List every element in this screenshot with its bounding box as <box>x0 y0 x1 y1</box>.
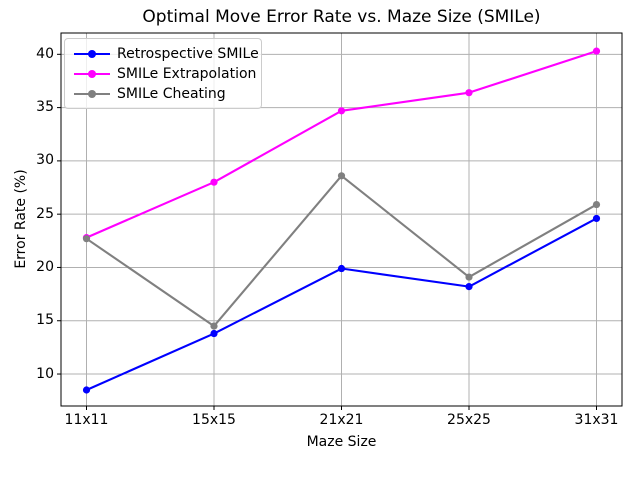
y-tick-label: 30 <box>36 152 54 169</box>
legend-label: Retrospective SMILe <box>117 46 259 62</box>
y-tick-label: 20 <box>36 258 54 275</box>
y-tick-label: 40 <box>36 45 54 62</box>
x-tick-label: 25x25 <box>447 412 491 428</box>
chart-title: Optimal Move Error Rate vs. Maze Size (S… <box>142 7 541 27</box>
x-tick-label: 15x15 <box>192 412 236 428</box>
y-tick-label: 25 <box>36 205 54 222</box>
legend-line-sample <box>74 70 110 78</box>
x-tick-label: 21x21 <box>319 412 364 428</box>
y-tick-label: 35 <box>36 99 54 116</box>
legend-item: SMILe Extrapolation <box>74 64 257 84</box>
legend: Retrospective SMILe SMILe Extrapolation … <box>64 38 262 109</box>
y-tick-label: 10 <box>36 365 54 382</box>
x-tick-label: 31x31 <box>574 412 619 428</box>
x-tick-label: 11x11 <box>64 412 109 428</box>
legend-label: SMILe Extrapolation <box>117 66 257 82</box>
legend-line-sample <box>74 50 110 58</box>
legend-item: SMILe Cheating <box>74 84 255 104</box>
legend-label: SMILe Cheating <box>117 86 226 102</box>
legend-item: Retrospective SMILe <box>74 44 259 64</box>
x-axis-label: Maze Size <box>306 434 377 450</box>
legend-line-sample <box>74 90 110 98</box>
y-tick-label: 15 <box>36 312 54 329</box>
